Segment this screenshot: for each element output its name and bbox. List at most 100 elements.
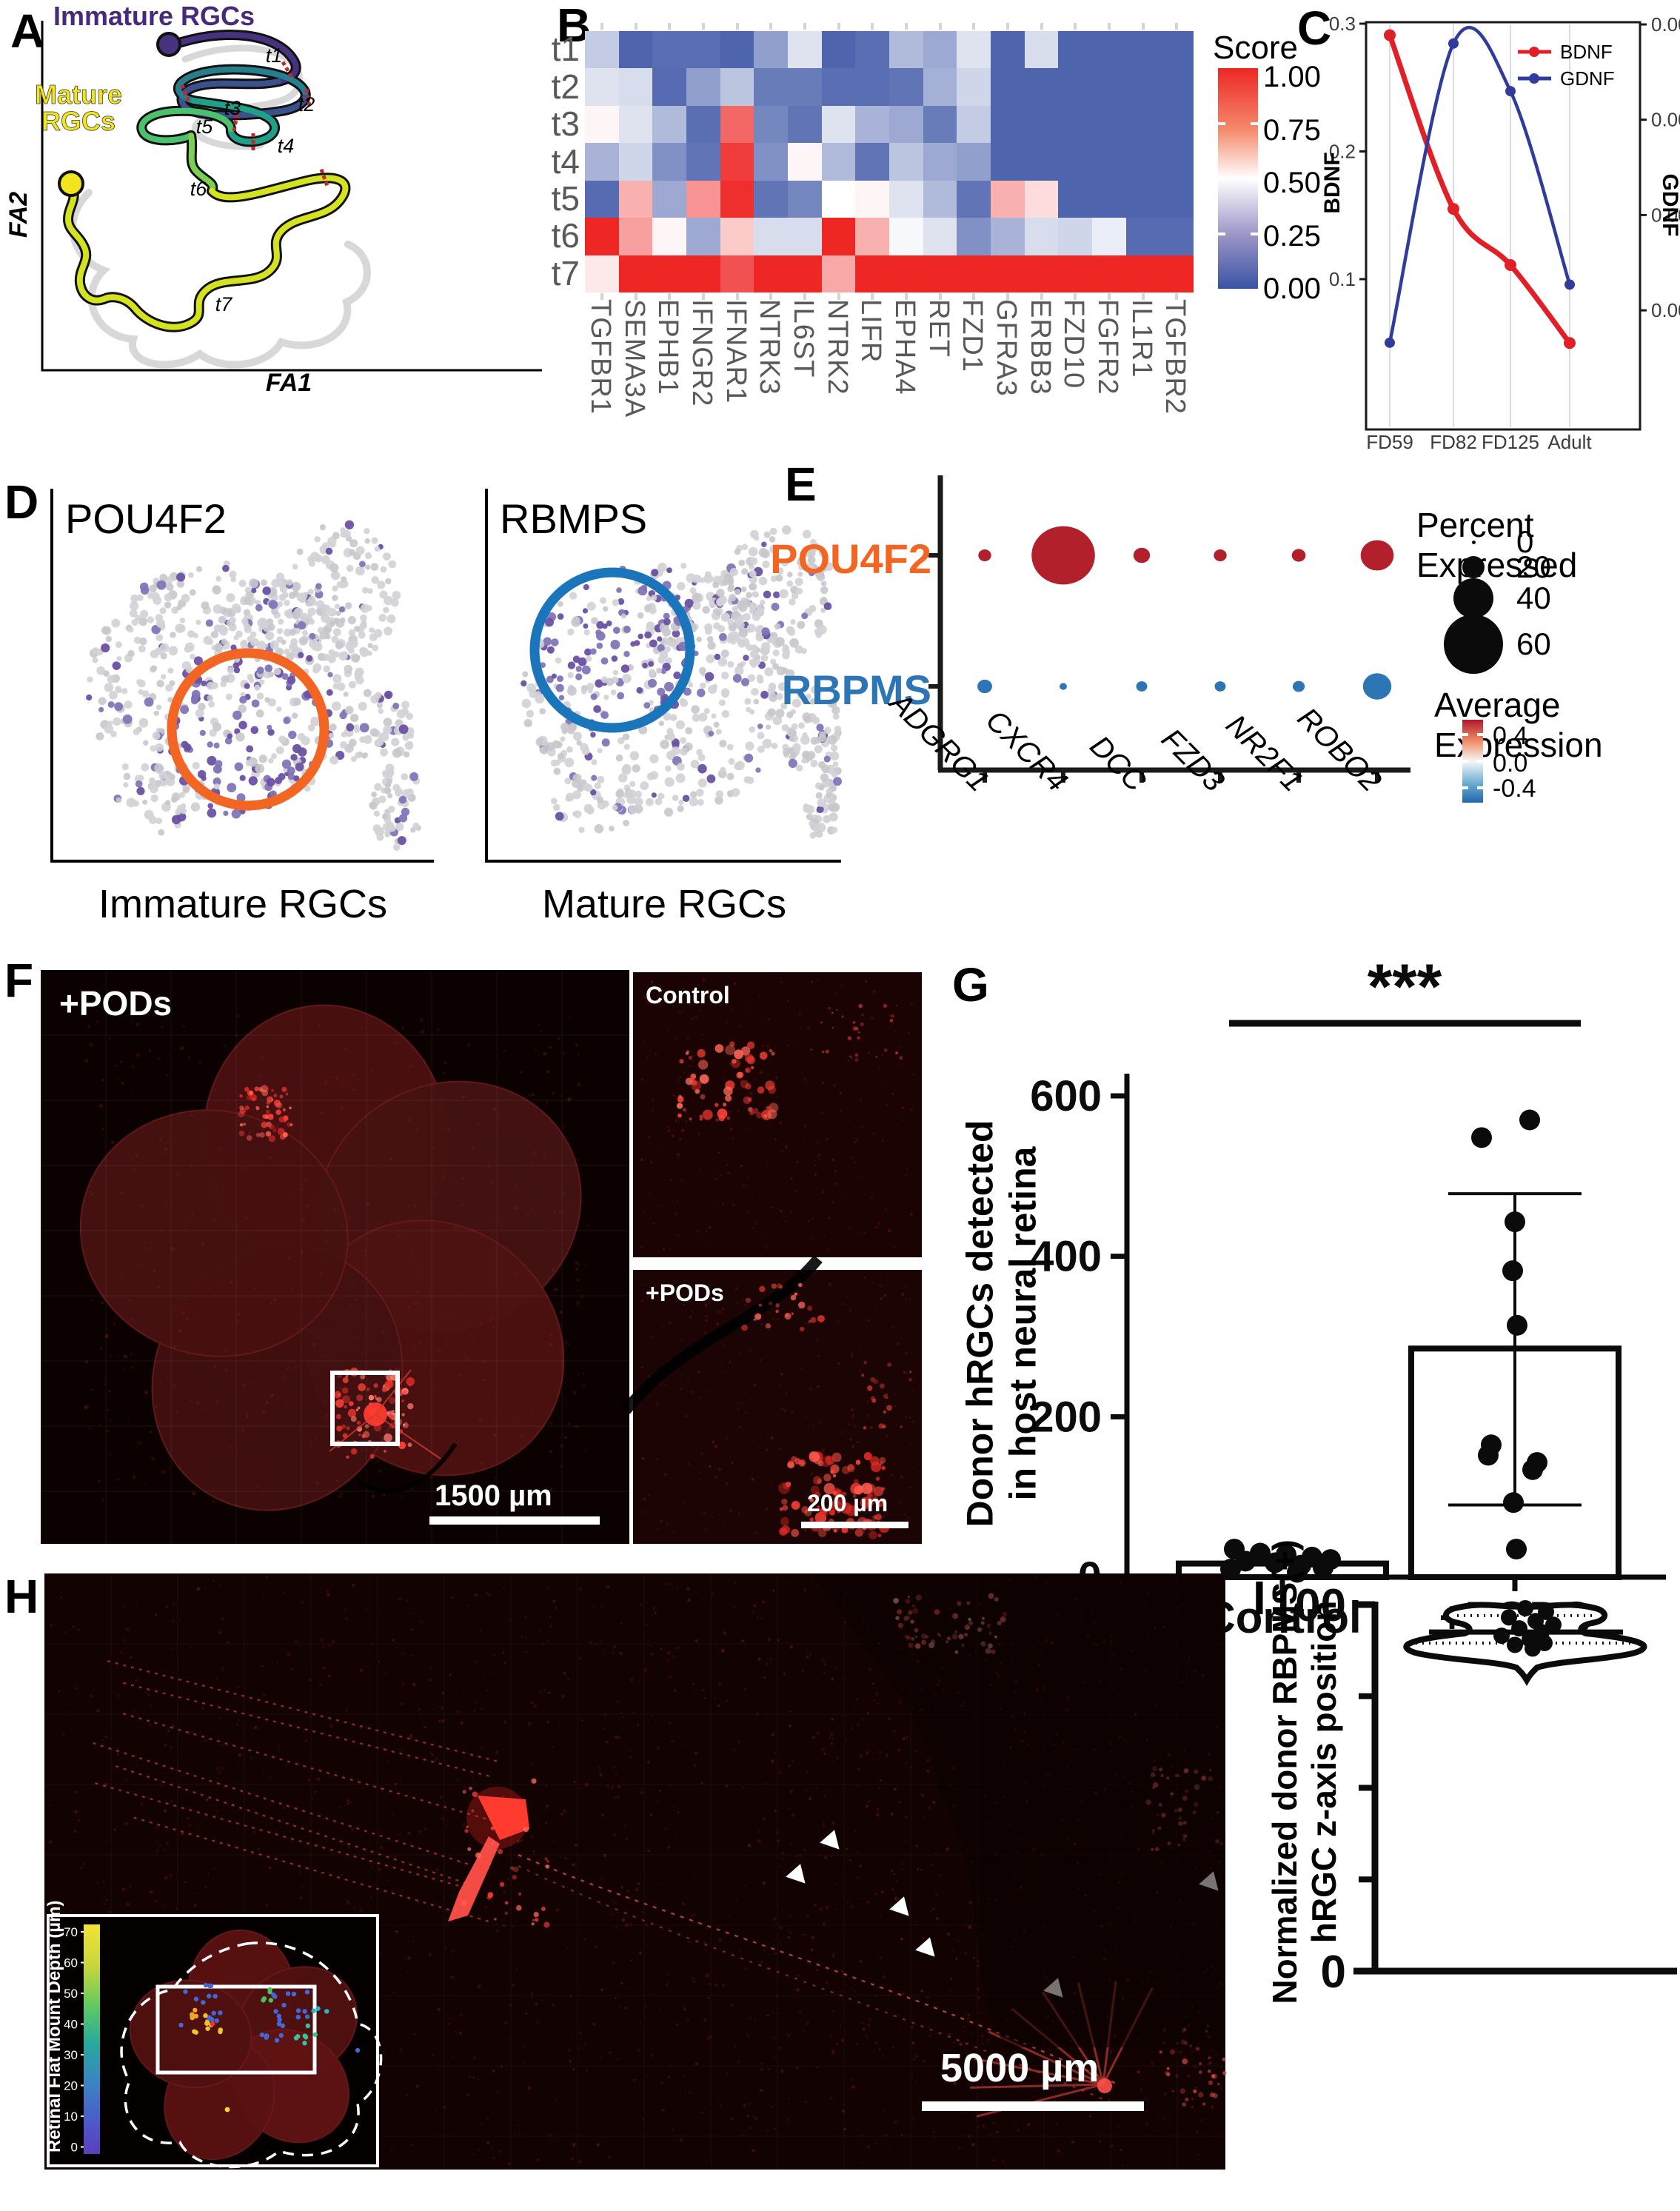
speckle [675,1753,677,1756]
speckle [689,1065,692,1067]
speckle [880,1297,883,1300]
speckle [730,2004,734,2007]
speckle [810,1485,820,1495]
speckle [565,1945,568,1949]
background-cell-point [810,542,820,552]
speckle [809,1497,814,1502]
background-cell-point [198,703,206,711]
speckle [851,1354,854,1357]
background-cell-point [716,589,725,598]
speckle [926,1996,929,1999]
background-cell-point [188,572,194,578]
speckle [865,2035,868,2038]
speckle [530,1992,534,1996]
speckle [649,1993,652,1996]
speckle [320,1638,324,1642]
speckle [369,1682,371,1685]
background-cell-point [800,735,810,745]
speckle [708,1982,712,1985]
speckle [528,1722,532,1726]
speckle [204,1739,207,1742]
speckle [610,1786,614,1790]
speckle [214,1188,218,1191]
speckle [448,1281,452,1285]
expressing-cell-point [630,641,636,647]
speckle [519,1499,522,1502]
speckle [351,1827,355,1831]
speckle [559,1361,563,1364]
expressing-cell-point [763,590,772,599]
speckle [720,1649,725,1653]
background-cell-point [170,632,176,638]
speckle [656,1404,659,1407]
expressing-cell-point [156,580,167,590]
background-cell-point [656,667,662,674]
background-cell-point [706,654,715,663]
speckle [567,1422,571,1426]
speckle [725,1020,728,1024]
speckle [161,1317,165,1320]
speckle [851,1445,855,1448]
speckle [754,1313,762,1320]
speckle [273,1298,277,1302]
background-cell-point [293,698,301,706]
background-cell-point [365,564,371,570]
background-cell-point [696,749,703,756]
speckle [948,2033,951,2036]
speckle [531,1161,534,1164]
speckle [572,1863,575,1867]
speckle [482,1181,486,1185]
speckle [645,1624,648,1626]
speckle [621,1918,626,1922]
background-cell-point [354,626,360,632]
speckle [529,1274,532,1277]
speckle [213,1365,217,1368]
speckle [299,1131,303,1135]
speckle [568,1016,572,1019]
expressing-cell-point [672,629,680,638]
heatmap-column-label: IL1R1 [1125,299,1157,378]
speckle [262,1493,265,1496]
heatmap-cell [618,255,653,292]
series-point-BDNF [1384,29,1396,41]
speckle [549,1450,552,1454]
speckle [668,2158,670,2161]
speckle [834,1667,838,1670]
speckle [763,1459,766,1462]
speckle [452,2057,455,2058]
speckle [589,1640,592,1645]
speckle [806,1915,809,1918]
heatmap-cell [754,143,788,181]
speckle [542,1644,544,1645]
speckle [492,1671,495,1674]
speckle [717,1108,728,1119]
speckle [456,1779,460,1782]
speckle [544,1133,547,1135]
background-cell-point [750,557,758,565]
heatmap-cell [1058,180,1092,218]
speckle [870,1396,875,1401]
speckle [474,1660,478,1664]
background-cell-point [714,796,723,805]
speckle [724,1094,732,1102]
heatmap-cell [1092,218,1126,255]
speckle [934,1893,939,1897]
speckle [494,1476,497,1479]
speckle [418,1271,422,1274]
speckle [677,1234,680,1237]
speckle [239,1123,244,1127]
speckle [104,1334,109,1338]
speckle [675,1037,678,1040]
speckle [389,1157,393,1161]
speckle [760,1070,763,1074]
speckle [714,1103,719,1107]
expressing-cell-point [636,686,643,694]
speckle [346,1426,350,1431]
background-cell-point [612,804,618,811]
background-cell-point [649,771,659,780]
speckle [69,1710,72,1713]
speckle [445,2110,447,2113]
speckle [255,1132,261,1137]
speckle [503,1049,506,1053]
background-cell-point [522,671,529,678]
